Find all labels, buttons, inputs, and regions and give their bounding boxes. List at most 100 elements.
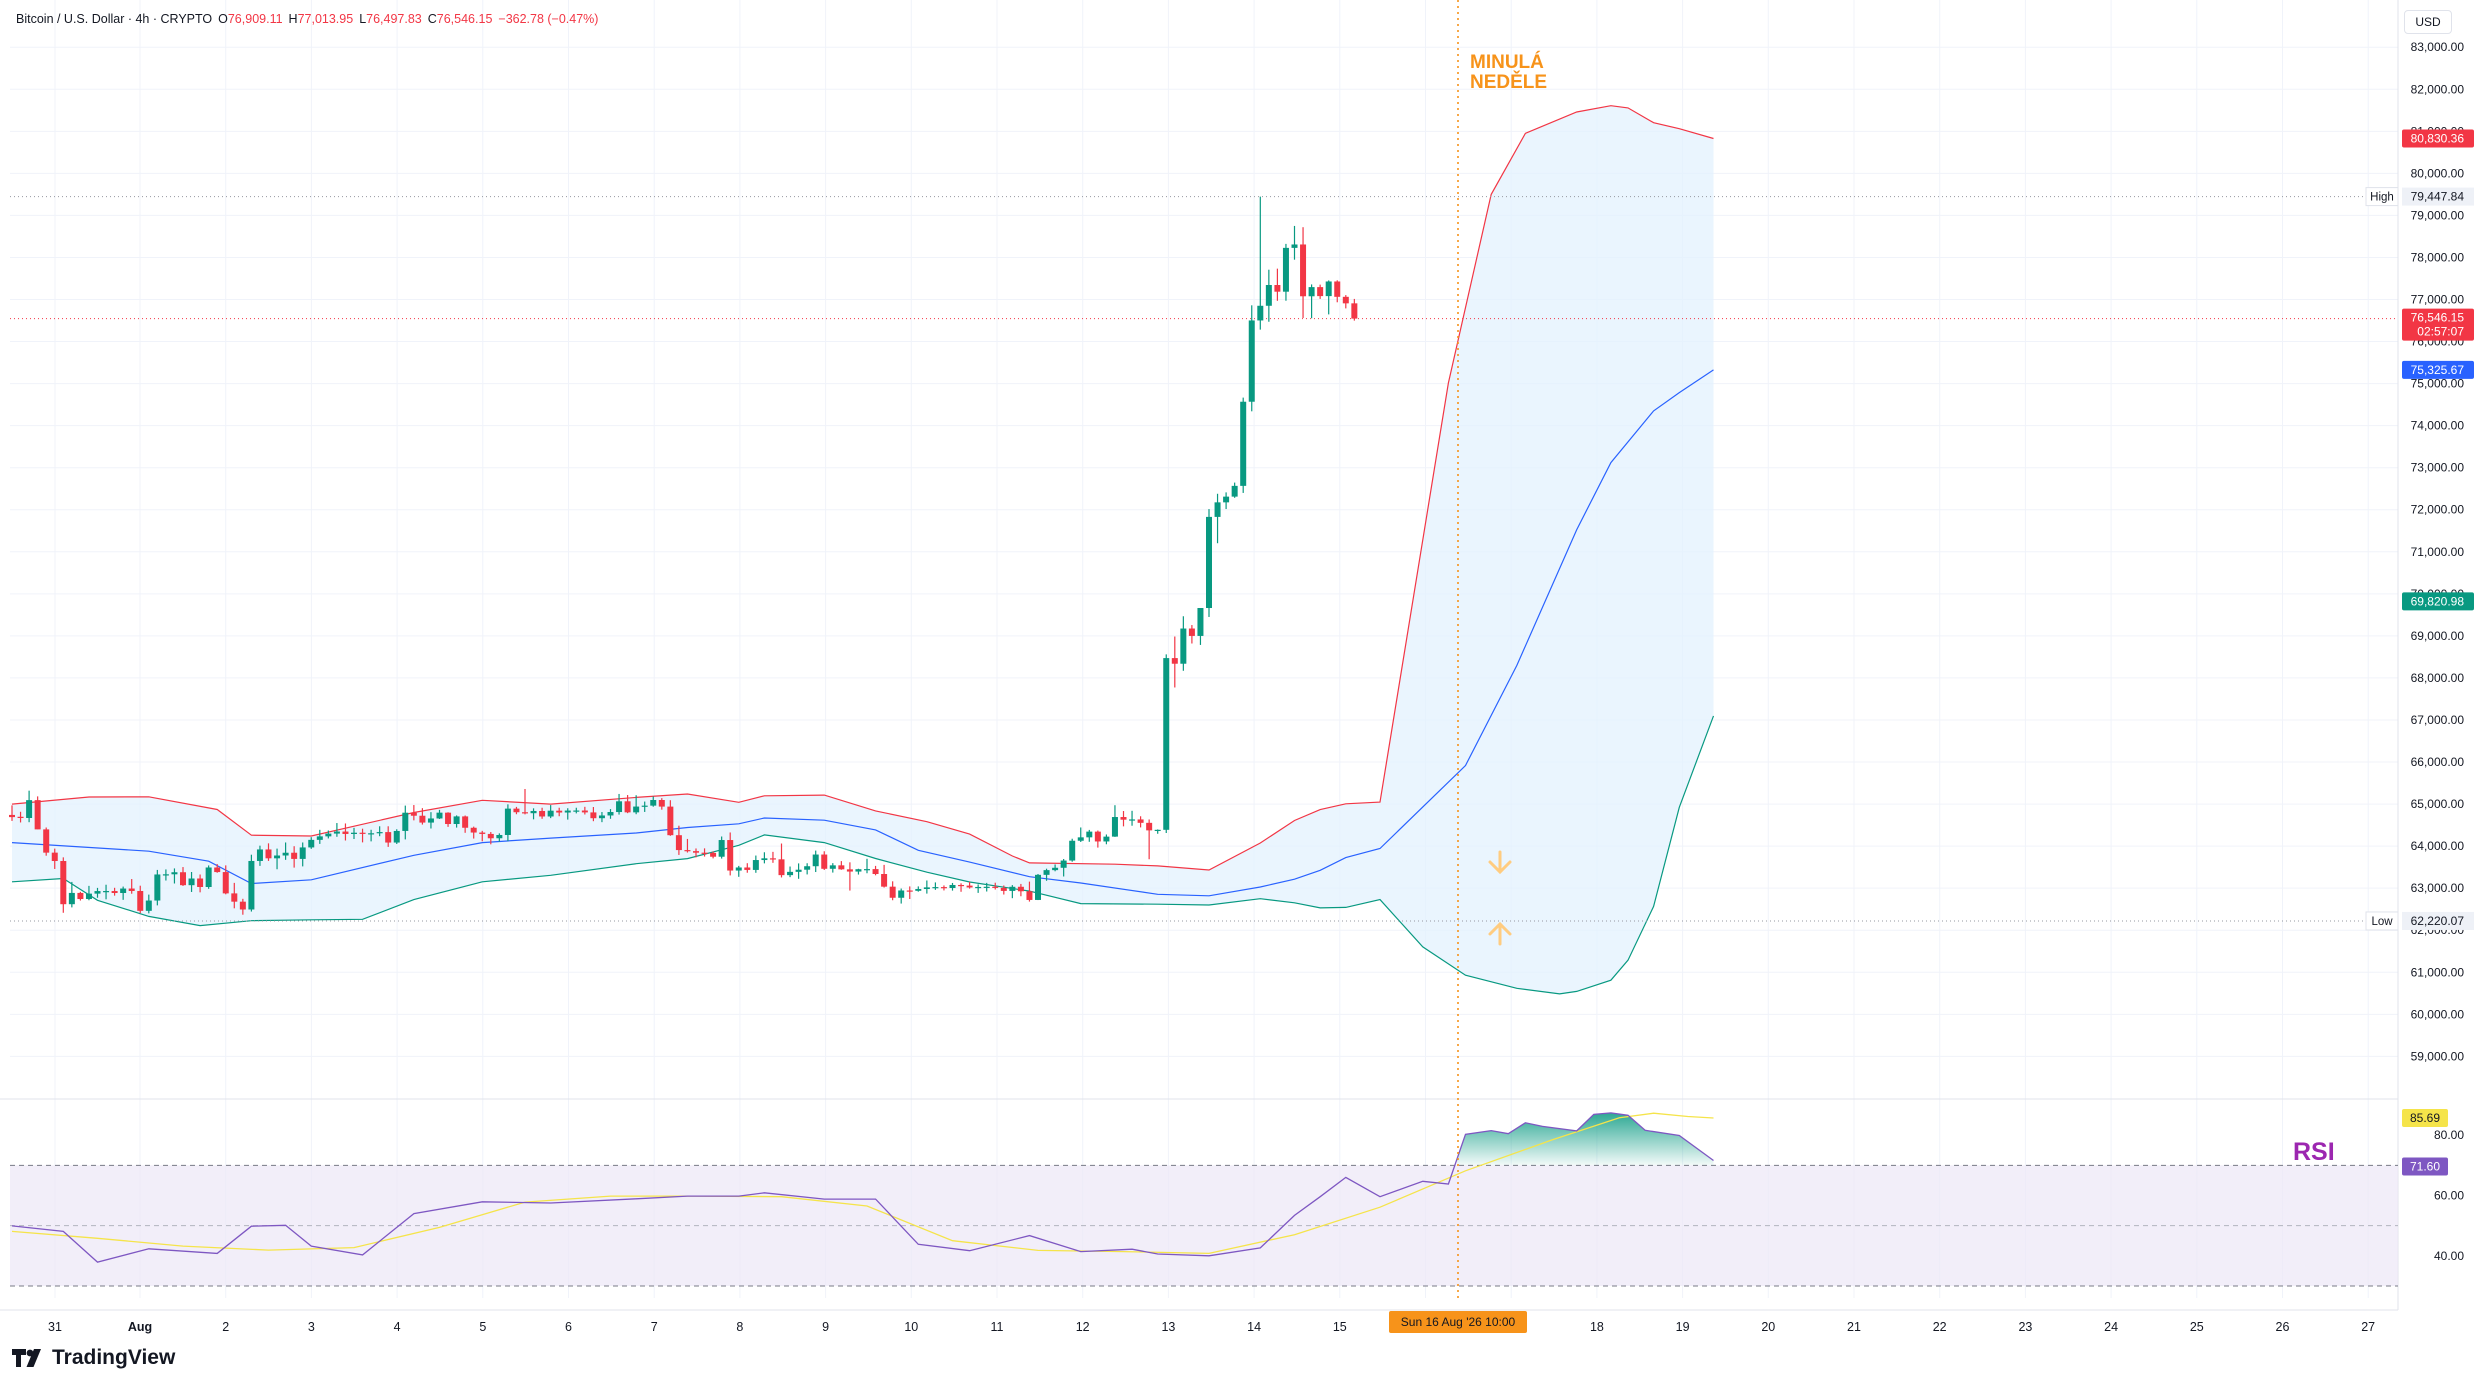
candle xyxy=(1257,196,1264,330)
candle xyxy=(1077,827,1084,843)
candle-body xyxy=(923,887,930,890)
low-label: L xyxy=(359,12,367,26)
candle xyxy=(684,838,691,853)
bollinger-basis-line xyxy=(11,369,1714,897)
annotation-label-line2: NEDĚLE xyxy=(1470,71,1547,93)
candle-body xyxy=(1129,819,1136,821)
candle xyxy=(812,850,819,873)
price-tick-label: 59,000.00 xyxy=(2411,1049,2465,1063)
low-value: 76,497.83 xyxy=(366,12,422,26)
candle-body xyxy=(590,812,597,819)
candle-body xyxy=(359,832,366,834)
currency-button[interactable]: USD xyxy=(2404,10,2452,34)
candle-body xyxy=(162,874,169,876)
candle-body xyxy=(188,878,195,886)
candle xyxy=(222,865,229,895)
candle xyxy=(351,827,357,840)
candle-body xyxy=(1282,247,1289,292)
candle-body xyxy=(710,852,717,857)
candle xyxy=(616,793,623,815)
candle xyxy=(1137,816,1144,828)
candle xyxy=(1325,280,1332,315)
candle-body xyxy=(684,850,691,852)
time-tick-label: 12 xyxy=(1076,1320,1090,1334)
candle xyxy=(1154,829,1161,834)
price-tick-label: 61,000.00 xyxy=(2411,965,2465,979)
candle xyxy=(299,842,306,867)
candle-body xyxy=(1197,608,1204,636)
rsi-line xyxy=(11,1112,1714,1263)
candle xyxy=(889,881,896,901)
symbol-name: Bitcoin / U.S. Dollar · 4h · CRYPTO xyxy=(16,12,213,26)
candle-body xyxy=(1223,496,1230,503)
candle xyxy=(1111,805,1118,837)
candle-body xyxy=(1146,822,1153,831)
candle xyxy=(1052,864,1059,872)
candle-body xyxy=(145,900,152,911)
candle-body xyxy=(393,830,400,843)
candle-body xyxy=(180,872,186,886)
candle xyxy=(804,863,811,875)
candle-body xyxy=(222,872,229,894)
candle xyxy=(701,848,708,857)
candle xyxy=(718,836,725,859)
candle-body xyxy=(1035,874,1041,900)
time-tick-label: 21 xyxy=(1847,1320,1861,1334)
candle xyxy=(598,812,605,823)
candle-body xyxy=(889,886,896,898)
price-tick-label: 66,000.00 xyxy=(2411,755,2465,769)
tradingview-logo[interactable]: TradingView xyxy=(12,1346,175,1370)
candle-body xyxy=(1248,320,1255,402)
candle xyxy=(522,788,528,815)
price-tick-label: 69,000.00 xyxy=(2411,629,2465,643)
candle xyxy=(564,808,571,820)
crosshair-time-text: Sun 16 Aug '26 10:00 xyxy=(1401,1315,1516,1329)
low-price-badge: Low 62,220.07 xyxy=(2365,911,2474,931)
crosshair-time-badge: Sun 16 Aug '26 10:00 xyxy=(1389,1311,1527,1333)
price-tick-label: 74,000.00 xyxy=(2411,419,2465,433)
candle xyxy=(256,845,263,866)
candle xyxy=(958,883,965,892)
candle-body xyxy=(1351,303,1358,319)
candle-body xyxy=(1017,886,1024,892)
candle xyxy=(975,884,982,893)
candle xyxy=(641,801,648,812)
high-price-badge: High 79,447.84 xyxy=(2365,187,2474,207)
candle-body xyxy=(966,885,973,888)
rsi-ma-value-badge: 85.69 xyxy=(2402,1108,2448,1127)
candle xyxy=(137,885,144,914)
candle-body xyxy=(864,869,870,871)
candle-body xyxy=(214,867,221,873)
candle xyxy=(1265,269,1272,322)
candle xyxy=(17,811,24,823)
open-label: O xyxy=(218,12,228,26)
candle-body xyxy=(1060,860,1067,868)
candle-body xyxy=(453,816,460,825)
candle-body xyxy=(60,861,67,905)
candle xyxy=(94,887,101,898)
bollinger-upper-line xyxy=(11,105,1714,871)
candle xyxy=(436,809,443,820)
price-tick-label: 82,000.00 xyxy=(2411,82,2465,96)
candle-body xyxy=(1300,244,1307,297)
candle xyxy=(864,858,870,874)
candle-body xyxy=(470,827,477,833)
candle-body xyxy=(445,812,452,825)
candle-body xyxy=(1334,281,1341,297)
candle xyxy=(761,852,768,864)
price-tick-label: 73,000.00 xyxy=(2411,461,2465,475)
candle-body xyxy=(385,832,392,843)
candle xyxy=(1129,810,1136,826)
candle xyxy=(1043,868,1050,881)
time-tick-label: 6 xyxy=(565,1320,572,1334)
candle xyxy=(906,886,913,900)
candle xyxy=(513,806,520,815)
candle-body xyxy=(171,872,178,875)
price-tick-label: 68,000.00 xyxy=(2411,671,2465,685)
price-tick-label: 60,000.00 xyxy=(2411,1007,2465,1021)
candle xyxy=(1086,829,1093,842)
candle-body xyxy=(419,815,426,823)
price-tick-label: 78,000.00 xyxy=(2411,250,2465,264)
